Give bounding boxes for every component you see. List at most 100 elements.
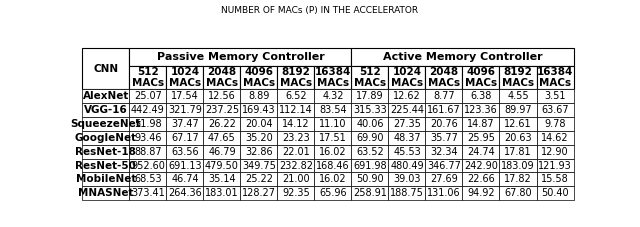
Text: 17.82: 17.82 — [504, 174, 532, 184]
Bar — [388, 117, 426, 131]
Bar — [241, 131, 277, 145]
Bar — [241, 186, 277, 200]
Text: ResNet-50: ResNet-50 — [76, 160, 136, 170]
Text: 68.53: 68.53 — [134, 174, 162, 184]
Text: 46.74: 46.74 — [171, 174, 199, 184]
Bar — [351, 186, 388, 200]
Text: 35.77: 35.77 — [430, 133, 458, 143]
Bar — [83, 117, 129, 131]
Text: 169.43: 169.43 — [242, 105, 276, 115]
Bar — [426, 117, 463, 131]
Text: 373.41: 373.41 — [131, 188, 164, 198]
Text: 691.13: 691.13 — [168, 160, 202, 170]
Bar — [426, 103, 463, 117]
Text: 112.14: 112.14 — [279, 105, 313, 115]
Bar — [83, 159, 129, 173]
Text: 346.77: 346.77 — [427, 160, 461, 170]
Text: 1024
MACs: 1024 MACs — [391, 67, 423, 88]
Bar — [314, 103, 351, 117]
Text: 952.60: 952.60 — [131, 160, 165, 170]
Bar — [499, 173, 536, 186]
Bar — [499, 66, 536, 89]
Bar — [499, 131, 536, 145]
Bar — [314, 131, 351, 145]
Text: 11.10: 11.10 — [319, 119, 347, 129]
Bar — [204, 103, 241, 117]
Text: SqueezeNet: SqueezeNet — [70, 119, 141, 129]
Bar — [463, 89, 499, 103]
Bar — [166, 173, 204, 186]
Bar — [463, 103, 499, 117]
Text: 8.77: 8.77 — [433, 91, 455, 101]
Bar — [536, 103, 573, 117]
Bar — [536, 186, 573, 200]
Bar — [204, 173, 241, 186]
Text: Active Memory Controller: Active Memory Controller — [383, 52, 542, 62]
Text: 4.55: 4.55 — [507, 91, 529, 101]
Bar — [129, 103, 166, 117]
Text: 22.01: 22.01 — [282, 147, 310, 157]
Text: 2048
MACs: 2048 MACs — [428, 67, 460, 88]
Bar — [426, 131, 463, 145]
Bar — [463, 173, 499, 186]
Bar — [463, 145, 499, 159]
Bar — [314, 159, 351, 173]
Text: ResNet-18: ResNet-18 — [76, 147, 136, 157]
Bar — [426, 145, 463, 159]
Bar — [241, 66, 277, 89]
Text: AlexNet: AlexNet — [83, 91, 129, 101]
Bar — [499, 103, 536, 117]
Text: 14.87: 14.87 — [467, 119, 495, 129]
Bar — [314, 173, 351, 186]
Text: 26.22: 26.22 — [208, 119, 236, 129]
Text: 65.96: 65.96 — [319, 188, 347, 198]
Text: 123.36: 123.36 — [464, 105, 498, 115]
Bar — [83, 173, 129, 186]
Bar — [351, 131, 388, 145]
Bar — [166, 117, 204, 131]
Bar — [277, 159, 314, 173]
Bar — [277, 103, 314, 117]
Text: 479.50: 479.50 — [205, 160, 239, 170]
Bar — [129, 159, 166, 173]
Text: Passive Memory Controller: Passive Memory Controller — [157, 52, 324, 62]
Bar — [536, 89, 573, 103]
Text: 315.33: 315.33 — [353, 105, 387, 115]
Bar — [536, 145, 573, 159]
Text: 48.37: 48.37 — [393, 133, 420, 143]
Text: VGG-16: VGG-16 — [84, 105, 128, 115]
Bar — [277, 186, 314, 200]
Bar — [129, 145, 166, 159]
Bar — [499, 89, 536, 103]
Text: 237.25: 237.25 — [205, 105, 239, 115]
Bar — [388, 186, 426, 200]
Text: 21.00: 21.00 — [282, 174, 310, 184]
Text: 20.04: 20.04 — [245, 119, 273, 129]
Text: 480.49: 480.49 — [390, 160, 424, 170]
Bar — [241, 173, 277, 186]
Bar — [166, 186, 204, 200]
Bar — [536, 117, 573, 131]
Text: 232.82: 232.82 — [279, 160, 313, 170]
Bar — [463, 186, 499, 200]
Text: 225.44: 225.44 — [390, 105, 424, 115]
Bar — [166, 66, 204, 89]
Text: 16.02: 16.02 — [319, 174, 347, 184]
Text: 16384
MACs: 16384 MACs — [315, 67, 351, 88]
Bar — [277, 145, 314, 159]
Text: 32.34: 32.34 — [430, 147, 458, 157]
Bar — [83, 48, 129, 89]
Bar — [204, 117, 241, 131]
Bar — [166, 159, 204, 173]
Bar — [463, 159, 499, 173]
Text: 14.62: 14.62 — [541, 133, 569, 143]
Text: 50.90: 50.90 — [356, 174, 384, 184]
Bar — [277, 66, 314, 89]
Bar — [463, 117, 499, 131]
Text: MobileNet: MobileNet — [76, 174, 136, 184]
Bar — [351, 66, 388, 89]
Text: 12.61: 12.61 — [504, 119, 532, 129]
Bar — [536, 173, 573, 186]
Text: 50.40: 50.40 — [541, 188, 569, 198]
Text: 188.75: 188.75 — [390, 188, 424, 198]
